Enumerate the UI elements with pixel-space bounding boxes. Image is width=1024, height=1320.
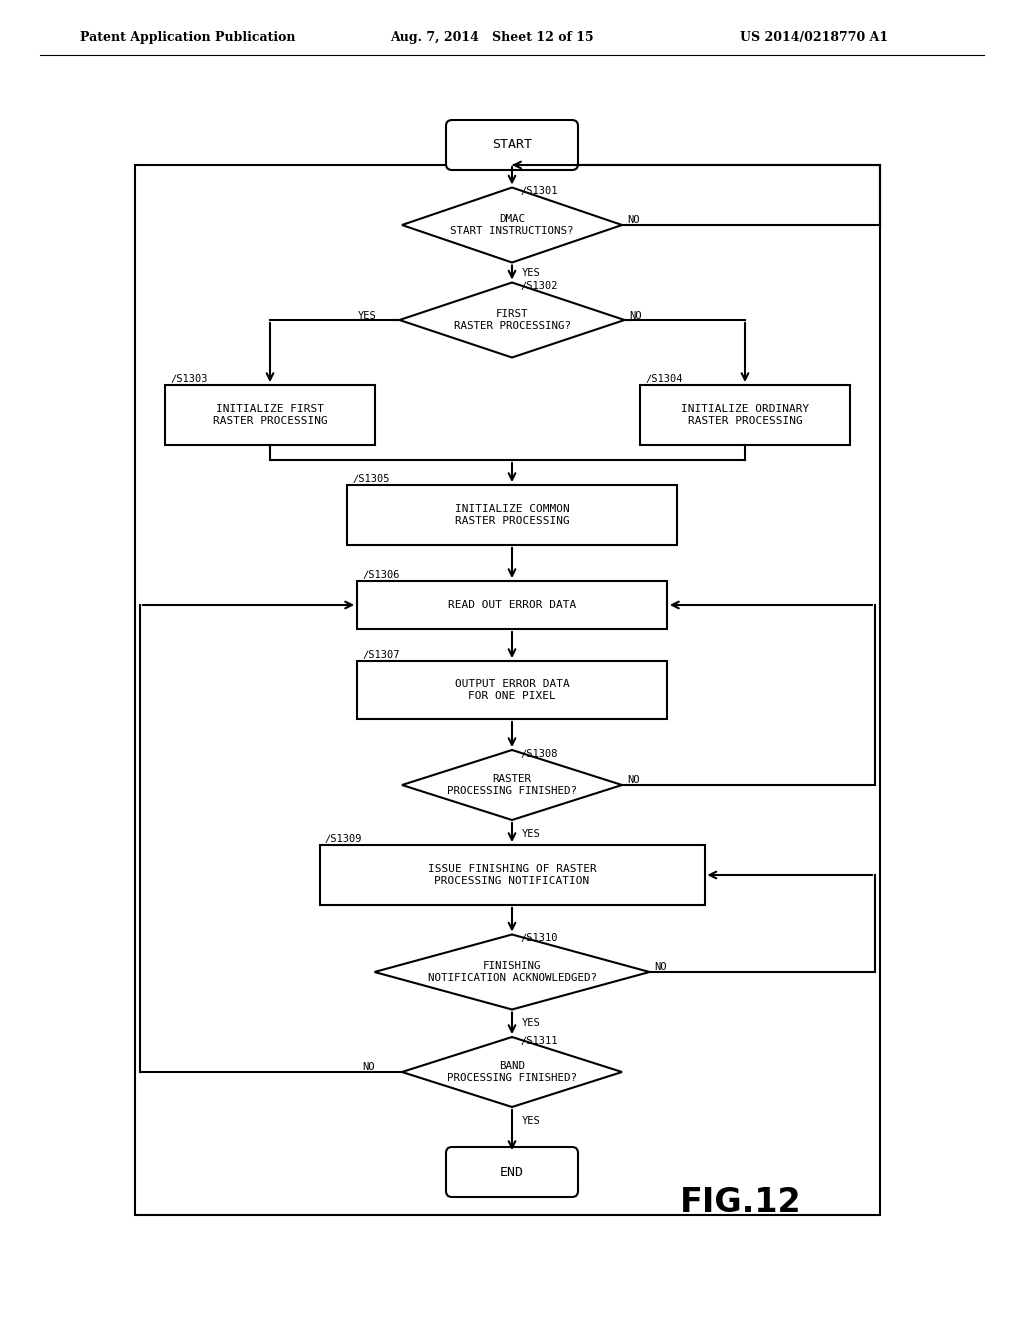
- Text: ∕S1308: ∕S1308: [520, 748, 557, 758]
- Text: NO: NO: [362, 1063, 375, 1072]
- Text: NO: NO: [630, 312, 642, 321]
- Polygon shape: [402, 750, 622, 820]
- Text: DMAC
START INSTRUCTIONS?: DMAC START INSTRUCTIONS?: [451, 214, 573, 236]
- Text: NO: NO: [627, 215, 640, 224]
- Text: YES: YES: [522, 1115, 541, 1126]
- Text: Aug. 7, 2014   Sheet 12 of 15: Aug. 7, 2014 Sheet 12 of 15: [390, 30, 594, 44]
- Text: ∕S1301: ∕S1301: [520, 186, 557, 195]
- Bar: [640, 385, 850, 445]
- Text: INITIALIZE FIRST
RASTER PROCESSING: INITIALIZE FIRST RASTER PROCESSING: [213, 404, 328, 426]
- Text: ∕S1304: ∕S1304: [645, 374, 683, 383]
- Text: END: END: [500, 1166, 524, 1179]
- Text: OUTPUT ERROR DATA
FOR ONE PIXEL: OUTPUT ERROR DATA FOR ONE PIXEL: [455, 680, 569, 701]
- Polygon shape: [399, 282, 625, 358]
- Text: ∕S1302: ∕S1302: [520, 281, 557, 290]
- Text: NO: NO: [654, 962, 667, 972]
- Text: ∕S1305: ∕S1305: [352, 473, 389, 483]
- Polygon shape: [375, 935, 649, 1010]
- Bar: [135, 165, 880, 1214]
- Text: READ OUT ERROR DATA: READ OUT ERROR DATA: [447, 601, 577, 610]
- Text: ∕S1310: ∕S1310: [520, 932, 557, 942]
- Polygon shape: [402, 187, 622, 263]
- Text: YES: YES: [522, 1019, 541, 1028]
- Text: FIG.12: FIG.12: [680, 1185, 802, 1218]
- Text: INITIALIZE ORDINARY
RASTER PROCESSING: INITIALIZE ORDINARY RASTER PROCESSING: [681, 404, 809, 426]
- Text: YES: YES: [522, 268, 541, 277]
- Text: ∕S1306: ∕S1306: [362, 569, 399, 579]
- Bar: [347, 484, 677, 545]
- Text: Patent Application Publication: Patent Application Publication: [80, 30, 296, 44]
- Text: ∕S1307: ∕S1307: [362, 649, 399, 659]
- Text: ∕S1303: ∕S1303: [170, 374, 208, 383]
- Text: US 2014/0218770 A1: US 2014/0218770 A1: [740, 30, 888, 44]
- Text: BAND
PROCESSING FINISHED?: BAND PROCESSING FINISHED?: [447, 1061, 577, 1082]
- Bar: [357, 661, 667, 719]
- Bar: [165, 385, 375, 445]
- Text: ISSUE FINISHING OF RASTER
PROCESSING NOTIFICATION: ISSUE FINISHING OF RASTER PROCESSING NOT…: [428, 865, 596, 886]
- Text: YES: YES: [357, 312, 376, 321]
- Text: FIRST
RASTER PROCESSING?: FIRST RASTER PROCESSING?: [454, 309, 570, 331]
- Text: ∕S1311: ∕S1311: [520, 1035, 557, 1045]
- Text: NO: NO: [627, 775, 640, 785]
- Text: ∕S1309: ∕S1309: [325, 833, 362, 843]
- Bar: [319, 845, 705, 906]
- Text: FINISHING
NOTIFICATION ACKNOWLEDGED?: FINISHING NOTIFICATION ACKNOWLEDGED?: [427, 961, 597, 983]
- Bar: [357, 581, 667, 630]
- Text: START: START: [492, 139, 532, 152]
- FancyBboxPatch shape: [446, 120, 578, 170]
- Text: YES: YES: [522, 829, 541, 840]
- FancyBboxPatch shape: [446, 1147, 578, 1197]
- Polygon shape: [402, 1038, 622, 1107]
- Text: RASTER
PROCESSING FINISHED?: RASTER PROCESSING FINISHED?: [447, 775, 577, 796]
- Text: INITIALIZE COMMON
RASTER PROCESSING: INITIALIZE COMMON RASTER PROCESSING: [455, 504, 569, 525]
